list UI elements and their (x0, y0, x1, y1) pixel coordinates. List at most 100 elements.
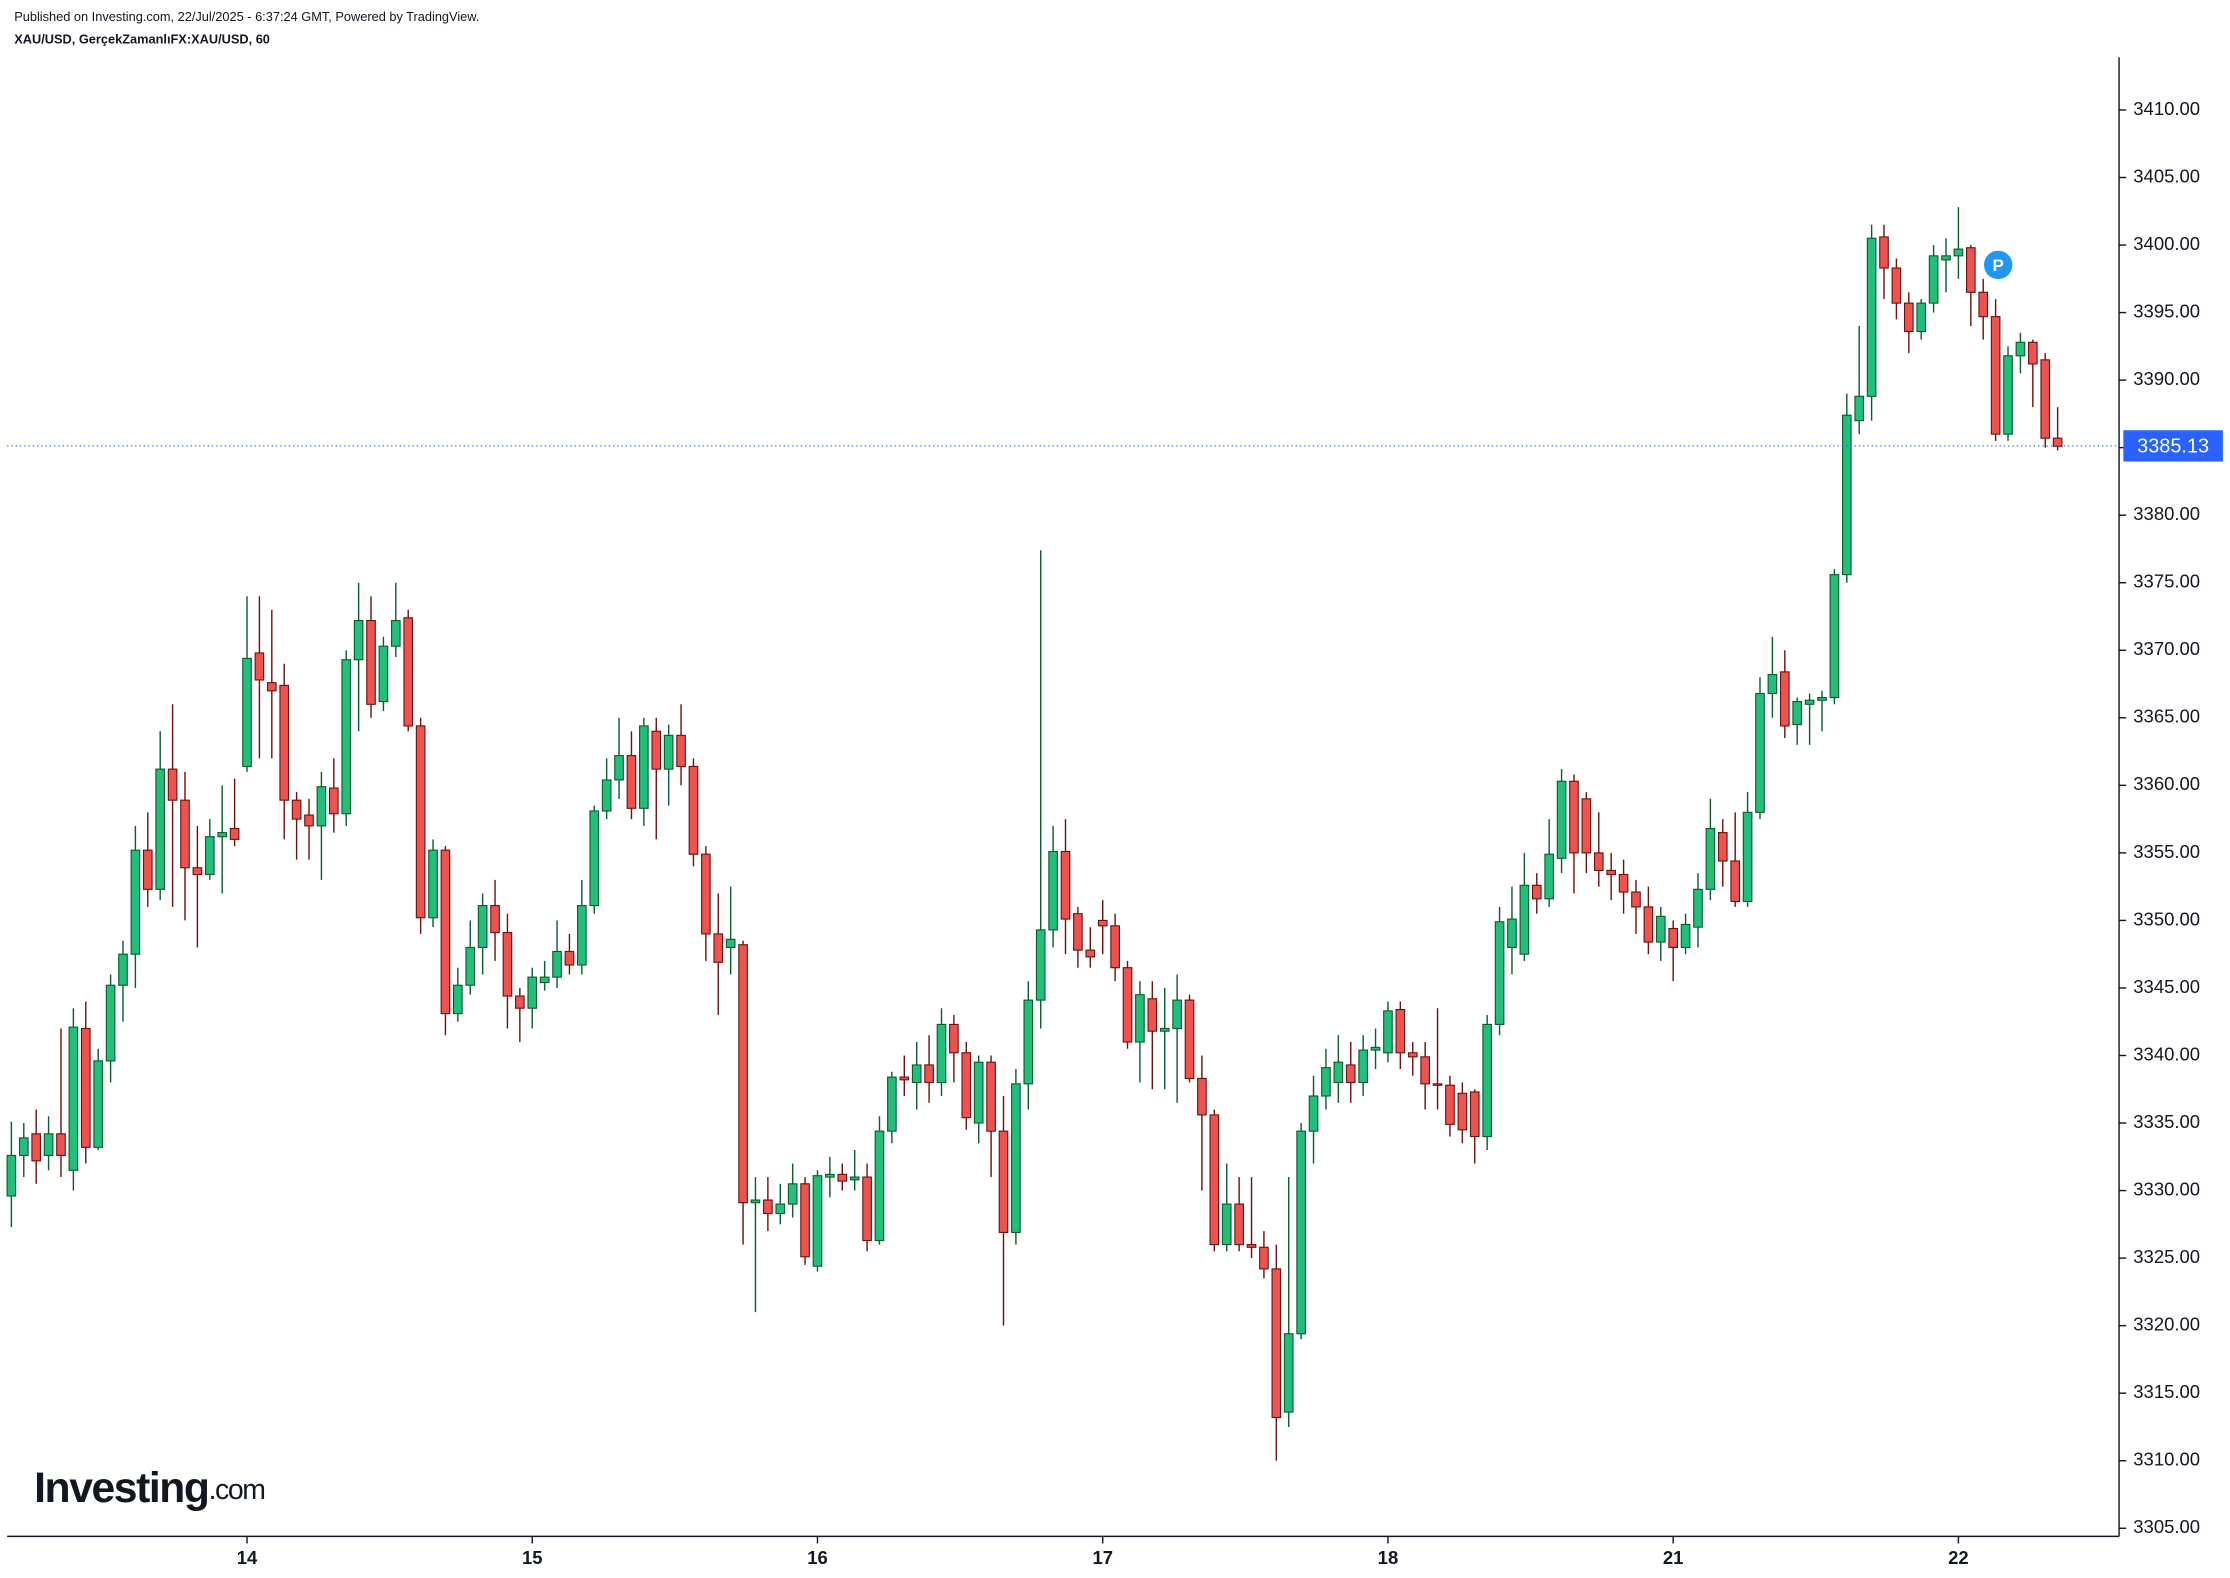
candle-body (1172, 999, 1182, 1030)
y-tick-label: 3365.00 (2133, 706, 2200, 727)
candle-body (1370, 1046, 1381, 1051)
y-tick-label: 3340.00 (2133, 1043, 2200, 1064)
candle-body (1011, 1083, 1021, 1234)
candle-body (428, 849, 438, 919)
y-tick-label: 3350.00 (2133, 908, 2200, 929)
candle-body (1953, 248, 1964, 257)
candle-body (961, 1052, 972, 1119)
y-tick-label: 3400.00 (2133, 233, 2200, 254)
candle-body (1135, 994, 1145, 1043)
candle-body (415, 725, 426, 919)
y-tick-label: 3320.00 (2133, 1314, 2200, 1335)
candle-body (105, 984, 116, 1062)
candle-body (1110, 925, 1120, 969)
candle-body (775, 1203, 786, 1215)
candle-body (787, 1183, 798, 1205)
candle-body (440, 849, 451, 1015)
candle-body (1556, 780, 1567, 859)
candle-body (1073, 913, 1083, 951)
candle-body (477, 904, 488, 949)
candle-body (266, 682, 277, 692)
candle-body (1259, 1246, 1269, 1270)
candle-body (1941, 255, 1951, 261)
candle-body (1606, 869, 1617, 876)
candle-body (1159, 1027, 1170, 1032)
candle-body (1383, 1010, 1393, 1054)
candle-body (1420, 1056, 1430, 1085)
candle-body (750, 1199, 761, 1204)
candle-body (1122, 967, 1133, 1043)
candle-body (167, 768, 178, 801)
candle-body (1928, 255, 1939, 304)
candle-body (1891, 267, 1902, 304)
candle-body (639, 725, 649, 809)
candle-body (862, 1176, 872, 1242)
y-tick-label: 3405.00 (2133, 165, 2200, 186)
logo-text: Investing (34, 1464, 208, 1512)
candle-body (130, 849, 141, 955)
candle-body (552, 950, 562, 978)
candle-body (68, 1026, 79, 1171)
candle-body (1569, 780, 1579, 854)
candle-body (204, 836, 215, 876)
candle-body (1841, 414, 1852, 576)
candle-body (1345, 1064, 1356, 1084)
candle-body (1829, 574, 1840, 699)
candle-body (577, 904, 587, 966)
candle-body (949, 1023, 959, 1054)
candle-body (1209, 1114, 1220, 1246)
candle-body (1643, 906, 1654, 943)
candle-body (1048, 850, 1058, 931)
candle-body (1593, 852, 1604, 872)
candle-body (1817, 696, 1827, 701)
candle-body (192, 867, 203, 876)
candle-body (452, 984, 463, 1015)
candle-body (80, 1027, 91, 1148)
candle-body (515, 995, 525, 1009)
candle-body (1668, 927, 1679, 949)
candle-body (1717, 832, 1728, 862)
candle-body (1197, 1077, 1207, 1116)
candle-body (725, 938, 736, 949)
candle-body (1184, 999, 1195, 1080)
candle-body (1519, 884, 1530, 955)
candle-body (1581, 798, 1592, 854)
candle-body (1147, 998, 1158, 1032)
candle-body (1035, 929, 1046, 1001)
candle-body (217, 832, 228, 838)
candle-body (353, 619, 364, 661)
candle-body (1221, 1203, 1232, 1246)
y-tick-label: 3325.00 (2133, 1246, 2200, 1267)
candle-body (1085, 949, 1096, 958)
candle-body (527, 976, 538, 1009)
candle-body (626, 755, 637, 809)
candle-body (1879, 236, 1889, 269)
candle-body (2052, 437, 2063, 447)
candle-body (812, 1175, 823, 1267)
candle-body (763, 1199, 773, 1215)
y-tick-label: 3395.00 (2133, 300, 2200, 321)
chart-title: XAU/USD, GerçekZamanlıFX:XAU/USD, 60 (14, 32, 270, 47)
y-tick-label: 3315.00 (2133, 1381, 2200, 1402)
x-tick-label: 22 (1948, 1547, 1969, 1568)
candle-body (1283, 1333, 1294, 1413)
candle-body (564, 950, 575, 966)
last-price-tag (2123, 430, 2223, 462)
logo: Investing.com (34, 1464, 264, 1512)
candle-body (1655, 915, 1666, 943)
candle-body (1432, 1083, 1443, 1086)
y-tick-label: 3305.00 (2133, 1516, 2200, 1537)
candle-body (465, 946, 476, 986)
candle-body (1234, 1203, 1244, 1246)
candle-body (229, 827, 240, 840)
marker-badge (1983, 250, 2013, 280)
candle-body (18, 1137, 29, 1157)
candle-body (180, 799, 190, 869)
candle-body (1978, 291, 1989, 318)
candle-body (1296, 1130, 1306, 1335)
candle-body (924, 1064, 934, 1084)
candle-body (490, 904, 500, 934)
candle-body (56, 1133, 66, 1157)
